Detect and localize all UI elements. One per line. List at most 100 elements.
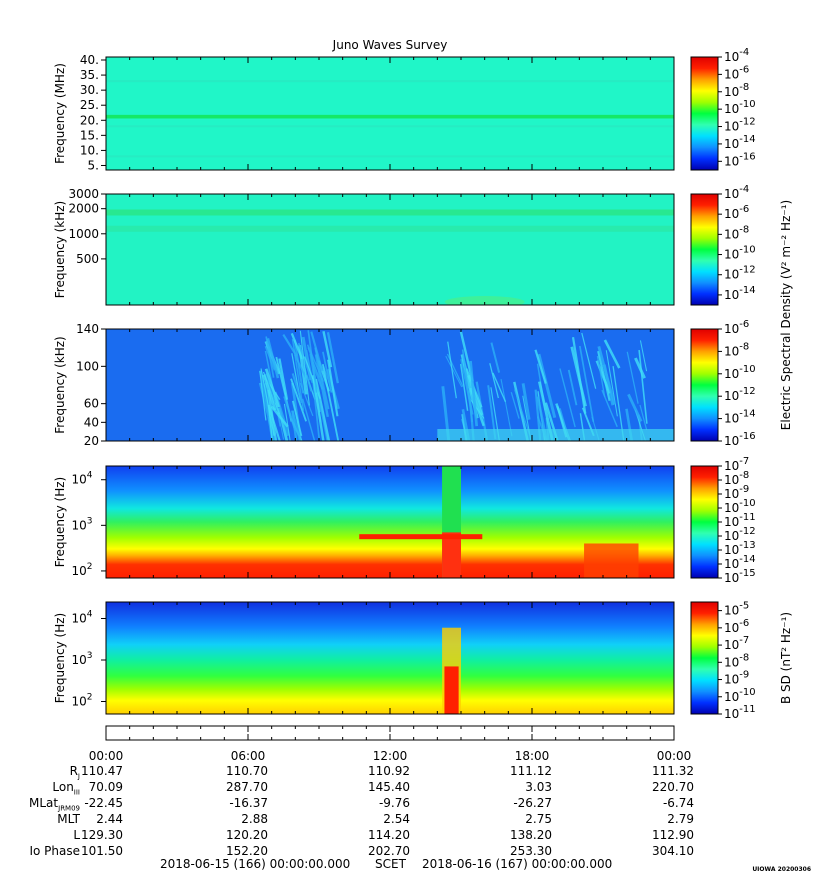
- burst-stroke: [579, 413, 586, 441]
- burst-stroke: [267, 404, 281, 441]
- burst-stroke: [581, 332, 597, 389]
- y-tick-label: 2000: [68, 202, 99, 216]
- burst-stroke: [447, 341, 457, 399]
- y-axis-label: Frequency (MHz): [53, 63, 67, 164]
- ephemeris-label: MLT: [57, 812, 80, 826]
- burst-stroke: [605, 350, 618, 417]
- y-axis-label: Frequency (kHz): [53, 336, 67, 433]
- colorbar-tick-label: 10-14: [724, 134, 756, 151]
- burst-stroke: [291, 373, 303, 404]
- y-tick-label: 5.: [88, 158, 99, 172]
- burst-stroke: [283, 396, 297, 431]
- time-label: 18:00: [515, 749, 550, 763]
- y-axis-label: Frequency (kHz): [53, 201, 67, 298]
- panel-hfr-low: [101, 193, 722, 306]
- ephemeris-value: 253.30: [510, 844, 552, 858]
- ephemeris-value: 2.75: [525, 812, 552, 826]
- ephemeris-value: 2.79: [667, 812, 694, 826]
- burst-stroke: [321, 363, 340, 441]
- horizontal-tone: [359, 534, 483, 540]
- burst-stroke: [307, 347, 320, 378]
- event-column-core: [444, 666, 459, 714]
- burst-stroke: [291, 410, 302, 441]
- colorbar-tick-label: 10-9: [724, 670, 749, 687]
- ephemeris-value: 129.30: [81, 828, 123, 842]
- burst-stroke: [265, 336, 275, 378]
- colorbar-tick-label: 10-14: [724, 409, 756, 426]
- emission-band: [106, 209, 674, 216]
- y-tick-label: 140: [76, 322, 99, 336]
- y-tick-label: 500: [76, 252, 99, 266]
- burst-stroke: [301, 336, 312, 381]
- burst-stroke: [327, 359, 339, 417]
- burst-stroke: [638, 349, 648, 424]
- colorbar-tick-label: 10-8: [724, 341, 749, 358]
- ephemeris-value: 70.09: [88, 780, 123, 794]
- y-tick-label: 103: [71, 651, 92, 667]
- burst-stroke: [597, 345, 616, 405]
- ephemeris-row: MLT 2.44 2.88 2.54 2.75 2.79: [0, 812, 815, 830]
- ephemeris-value: 111.32: [652, 764, 694, 778]
- burst-stroke: [326, 332, 339, 384]
- ephemeris-row: RJ 110.47 110.70 110.92 111.12 111.32: [0, 764, 815, 782]
- ephemeris-value: 152.20: [226, 844, 268, 858]
- ephemeris-value: 287.70: [226, 780, 268, 794]
- burst-stroke: [260, 368, 275, 436]
- burst-stroke: [299, 382, 314, 417]
- colorbar-tick-label: 10-8: [724, 652, 749, 669]
- panel-lfr-low: [101, 465, 722, 579]
- burst-stroke: [262, 374, 277, 411]
- burst-stroke: [490, 342, 501, 373]
- burst-stroke: [314, 347, 330, 410]
- colorbar-tick-label: 10-6: [724, 618, 749, 635]
- ephemeris-value: 101.50: [81, 844, 123, 858]
- ephemeris-value: 3.03: [525, 780, 552, 794]
- ephemeris-value: 110.92: [368, 764, 410, 778]
- faint-band: [106, 80, 674, 83]
- burst-stroke: [445, 355, 463, 388]
- y-tick-label: 3000: [68, 187, 99, 201]
- colorbar-tick-label: 10-6: [724, 64, 749, 81]
- scet-label: SCET: [375, 857, 406, 871]
- ephemeris-value: -26.27: [513, 796, 552, 810]
- ephemeris-value: -22.45: [84, 796, 123, 810]
- burst-stroke: [626, 351, 639, 404]
- spectrogram-fill: [106, 466, 674, 578]
- burst-stroke: [299, 330, 310, 406]
- ephemeris-value: 145.40: [368, 780, 410, 794]
- y-tick-label: 104: [71, 610, 92, 626]
- ephemeris-row: LonIII 70.09 287.70 145.40 3.03 220.70: [0, 780, 815, 798]
- faint-band: [106, 125, 674, 128]
- burst-stroke: [492, 372, 507, 403]
- ephemeris-row: MLatJRM09 -22.45 -16.37 -9.76 -26.27 -6.74: [0, 796, 815, 814]
- y-axis-label: Frequency (Hz): [53, 477, 67, 568]
- y-tick-label: 102: [71, 693, 92, 709]
- ephemeris-value: 110.47: [81, 764, 123, 778]
- end-time: 2018-06-16 (167) 00:00:00.000: [422, 857, 613, 871]
- ephemeris-label: L: [73, 828, 80, 842]
- burst-stroke: [310, 331, 324, 372]
- burst-stroke: [264, 368, 281, 408]
- burst-stroke: [278, 358, 289, 400]
- burst-stroke: [567, 369, 578, 406]
- ephemeris-value: 2.44: [96, 812, 123, 826]
- chart-title: Juno Waves Survey: [332, 38, 448, 52]
- y-tick-label: 103: [71, 516, 92, 532]
- ephemeris-value: -6.74: [662, 796, 694, 810]
- colorbar-tick-label: 10-16: [724, 431, 756, 448]
- time-label: 00:00: [657, 749, 692, 763]
- burst-stroke: [461, 409, 471, 441]
- colorbar-tick-label: 10-12: [724, 265, 756, 282]
- burst-stroke: [597, 350, 611, 401]
- colorbar-tick-label: 10-12: [724, 117, 756, 134]
- late-patch: [584, 543, 639, 578]
- colorbar-tick-label: 10-4: [724, 184, 749, 201]
- colorbar-tick-label: 10-10: [724, 245, 756, 262]
- burst-stroke: [314, 378, 331, 441]
- burst-stroke: [290, 332, 303, 360]
- y-tick-label: 20: [84, 434, 99, 448]
- burst-stroke: [559, 408, 571, 441]
- spectrogram-fill: [106, 57, 674, 170]
- colorbar-label: Electric Spectral Density (V² m⁻² Hz⁻¹): [779, 200, 793, 430]
- burst-stroke: [559, 368, 576, 428]
